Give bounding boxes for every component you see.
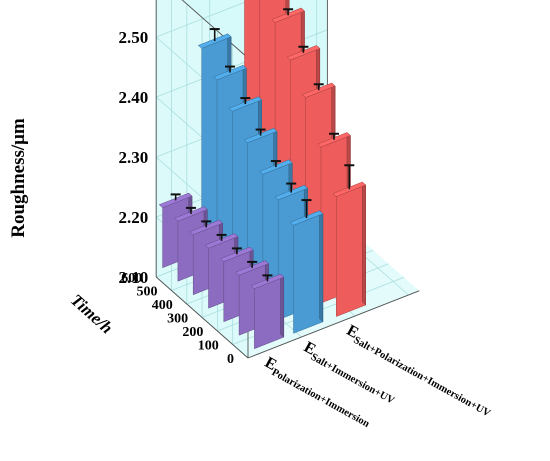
bar-top-face — [219, 246, 254, 262]
bar-top-face — [250, 273, 285, 289]
time-tick-label: 0 — [227, 352, 234, 367]
bar-side-face — [319, 210, 324, 323]
bar-top-face — [235, 260, 269, 276]
series-label-2: ESalt+Polarization+Immersion+UV — [342, 322, 496, 420]
y-axis-label: Roughness/μm — [8, 118, 29, 238]
time-tick-label: 100 — [198, 339, 219, 354]
time-tick-label: 200 — [182, 325, 203, 340]
time-tick-label: 400 — [152, 298, 173, 313]
series-label-sub: Salt+Polarization+Immersion+UV — [352, 335, 493, 420]
box-edge — [247, 290, 420, 359]
bar-1-0 — [289, 199, 324, 334]
y-tick-label: 2.30 — [118, 148, 148, 167]
time-tick-label: 300 — [167, 312, 188, 327]
bar-front-face — [254, 276, 285, 350]
bar-2-0 — [332, 164, 367, 317]
bar-front-face — [336, 184, 366, 317]
time-tick-label: 500 — [137, 285, 158, 300]
y-tick-label: 2.40 — [118, 88, 148, 107]
bar-top-face — [158, 192, 193, 208]
chart-bars — [158, 0, 367, 350]
box-edge — [155, 276, 249, 359]
bar-top-face — [174, 206, 208, 222]
box-edge — [181, 0, 249, 59]
bar-top-face — [189, 219, 224, 235]
y-tick-label: 2.20 — [118, 208, 148, 227]
time-tick-label: 600 — [121, 271, 142, 286]
time-axis-label: Time/h — [67, 290, 116, 337]
y-tick-label: 2.50 — [118, 28, 148, 47]
y-axis-ticks: 2.102.202.302.402.502.60 — [118, 28, 148, 287]
y-tick-label: 2.10 — [118, 268, 148, 287]
bar-0-0 — [250, 273, 285, 350]
bar-side-face — [362, 181, 366, 306]
bar-side-face — [280, 273, 285, 338]
bar-front-face — [293, 213, 324, 334]
bar-top-face — [204, 233, 239, 249]
